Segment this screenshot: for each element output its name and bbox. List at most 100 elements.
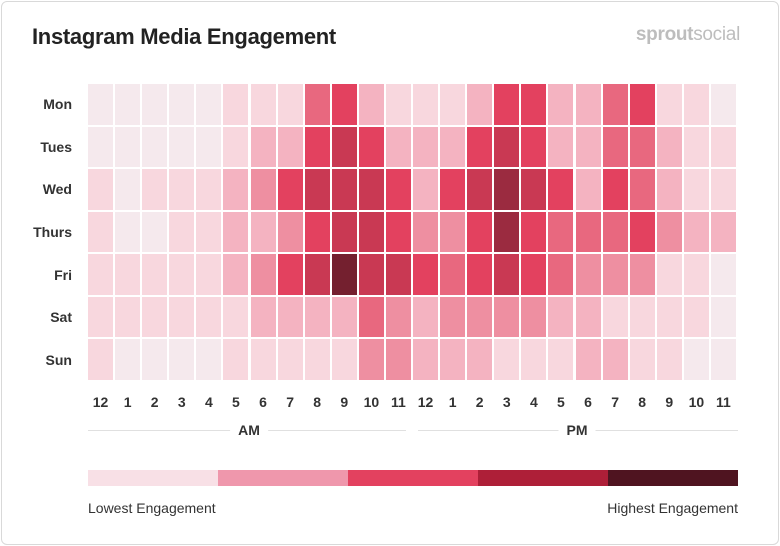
- legend-high-label: Highest Engagement: [607, 500, 738, 516]
- heatmap-cell: [115, 296, 141, 338]
- heatmap-cell: [494, 84, 520, 125]
- hour-label: 4: [204, 394, 213, 410]
- pm-label: PM: [558, 422, 596, 438]
- heatmap-cell: [710, 211, 736, 253]
- heatmap-cell: [710, 254, 736, 295]
- heatmap-cell: [683, 211, 709, 253]
- heatmap-cell: [656, 211, 682, 253]
- heatmap-cell: [494, 126, 520, 168]
- am-label: AM: [230, 422, 268, 438]
- heatmap-cell: [88, 169, 114, 210]
- heatmap-cell: [223, 296, 249, 338]
- heatmap-cell: [142, 84, 168, 125]
- heatmap-cell: [385, 126, 411, 168]
- heatmap-cell: [602, 211, 628, 253]
- heatmap-cell: [142, 126, 168, 168]
- heatmap-cell: [385, 211, 411, 253]
- heatmap-cell: [548, 339, 574, 380]
- legend-swatch: [218, 470, 348, 486]
- heatmap-cell: [440, 339, 466, 380]
- heatmap-cell: [250, 339, 276, 380]
- heatmap-cell: [440, 126, 466, 168]
- chart-title: Instagram Media Engagement: [32, 24, 336, 49]
- heatmap-cell: [656, 126, 682, 168]
- legend-swatch: [88, 470, 218, 486]
- heatmap-cell: [358, 254, 384, 295]
- heatmap-cell: [223, 339, 249, 380]
- hour-label: 4: [529, 394, 538, 410]
- heatmap-cell: [223, 84, 249, 125]
- heatmap-cell: [521, 339, 547, 380]
- heatmap-cell: [115, 211, 141, 253]
- heatmap-cell: [656, 84, 682, 125]
- heatmap-cell: [169, 211, 195, 253]
- heatmap-cell: [115, 126, 141, 168]
- heatmap-cell: [494, 296, 520, 338]
- heatmap-cell: [196, 84, 222, 125]
- heatmap-cell: [548, 84, 574, 125]
- heatmap-cell: [196, 254, 222, 295]
- heatmap-cell: [575, 211, 601, 253]
- heatmap-cell: [385, 84, 411, 125]
- heatmap-cell: [196, 169, 222, 210]
- hour-label: 12: [92, 394, 109, 410]
- heatmap-cell: [115, 84, 141, 125]
- heatmap-cell: [115, 254, 141, 295]
- heatmap-cell: [304, 84, 330, 125]
- heatmap-cell: [548, 211, 574, 253]
- row-label: Mon: [43, 96, 72, 113]
- hour-label: 12: [417, 394, 434, 410]
- sproutsocial-logo: sproutsocial: [635, 24, 740, 45]
- heatmap-cell: [683, 84, 709, 125]
- hour-label: 5: [232, 394, 240, 410]
- heatmap-cell: [656, 339, 682, 380]
- hour-label: 10: [688, 394, 705, 410]
- heatmap-cell: [467, 339, 493, 380]
- heatmap-cell: [358, 169, 384, 210]
- heatmap-cell: [413, 296, 439, 338]
- heatmap-cell: [169, 126, 195, 168]
- heatmap-cell: [629, 84, 655, 125]
- heatmap-cell: [250, 296, 276, 338]
- heatmap-cell: [88, 254, 114, 295]
- heatmap-cell: [467, 211, 493, 253]
- heatmap-cell: [169, 254, 195, 295]
- legend-swatch: [478, 470, 608, 486]
- heatmap-cell: [467, 254, 493, 295]
- hour-label: 6: [259, 394, 267, 410]
- heatmap-cell: [385, 254, 411, 295]
- heatmap-cell: [88, 126, 114, 168]
- hour-label: 3: [177, 394, 186, 410]
- heatmap-cell: [88, 211, 114, 253]
- hour-label: 1: [123, 394, 132, 410]
- heatmap-cell: [602, 84, 628, 125]
- row-label: Fri: [54, 266, 72, 283]
- heatmap-cell: [413, 84, 439, 125]
- heatmap-cell: [548, 169, 574, 210]
- heatmap-cell: [656, 254, 682, 295]
- heatmap-cell: [467, 296, 493, 338]
- heatmap-cell: [494, 254, 520, 295]
- heatmap-cell: [385, 296, 411, 338]
- heatmap-cell: [602, 169, 628, 210]
- heatmap-cell: [196, 339, 222, 380]
- heatmap-cell: [575, 254, 601, 295]
- heatmap-cell: [710, 126, 736, 168]
- heatmap-cell: [521, 84, 547, 125]
- heatmap-cell: [521, 211, 547, 253]
- heatmap-cell: [115, 339, 141, 380]
- heatmap-cell: [304, 296, 330, 338]
- hour-label: 5: [557, 394, 565, 410]
- heatmap-cell: [358, 84, 384, 125]
- heatmap-cell: [602, 339, 628, 380]
- heatmap-cell: [494, 211, 520, 253]
- heatmap-cell: [169, 296, 195, 338]
- heatmap-cell: [467, 169, 493, 210]
- heatmap-cell: [710, 296, 736, 338]
- heatmap-cell: [250, 254, 276, 295]
- heatmap-cell: [575, 339, 601, 380]
- hour-label: 11: [391, 394, 406, 410]
- heatmap-cell: [277, 211, 303, 253]
- heatmap-cell: [331, 211, 357, 253]
- heatmap-cell: [331, 126, 357, 168]
